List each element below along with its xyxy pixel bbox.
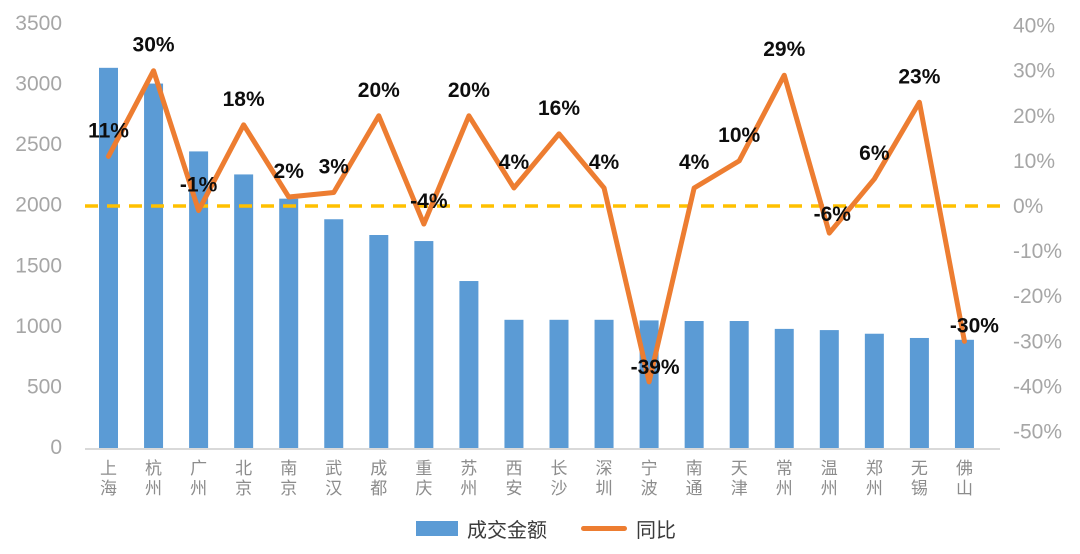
right-axis-tick: 20% [1013, 105, 1055, 128]
left-axis-tick: 1000 [15, 315, 62, 338]
right-axis-tick: -40% [1013, 375, 1062, 398]
x-axis-category-label: 无锡 [911, 459, 928, 498]
yoy-data-label: 4% [499, 151, 530, 174]
x-axis-category-label: 南通 [686, 459, 703, 498]
left-axis-tick: 3000 [15, 73, 62, 96]
x-axis-category-label: 广州 [190, 459, 207, 498]
yoy-data-label: 20% [358, 79, 400, 102]
bar-天津 [729, 321, 749, 448]
bar-武汉 [324, 219, 344, 448]
yoy-data-label: 18% [223, 88, 265, 111]
left-axis-tick: 1500 [15, 254, 62, 277]
right-axis-tick: -20% [1013, 285, 1062, 308]
left-axis-tick: 2000 [15, 194, 62, 217]
x-axis-category-label: 上海 [100, 459, 117, 498]
bar-常州 [774, 328, 794, 448]
bar-series-swatch-icon [416, 521, 458, 536]
bar-重庆 [414, 241, 434, 448]
yoy-data-label: -39% [631, 356, 680, 379]
combo-chart: 3500 3000 2500 2000 1500 1000 500 0 40% 30% 20% 10%… [15, 12, 1062, 498]
legend-item-bar-series: 成交金额 [416, 514, 547, 543]
legend-label-line-series: 同比 [636, 520, 676, 542]
yoy-data-label: -1% [180, 174, 218, 197]
bar-杭州 [144, 83, 164, 449]
left-axis-tick: 3500 [15, 12, 62, 35]
bar-成都 [369, 235, 389, 448]
legend-item-line-series: 同比 [581, 514, 676, 543]
yoy-data-label: 6% [859, 142, 890, 165]
yoy-data-label: 20% [448, 79, 490, 102]
bar-北京 [234, 174, 254, 448]
x-axis-category-label: 常州 [776, 459, 793, 498]
x-axis-category-label: 成都 [370, 459, 387, 498]
bar-深圳 [594, 319, 614, 448]
left-axis-tick: 500 [27, 375, 62, 398]
yoy-data-label: 23% [898, 65, 940, 88]
left-axis-tick: 0 [50, 436, 62, 459]
yoy-data-label: 10% [718, 124, 760, 147]
legend-label-bar-series: 成交金额 [467, 520, 547, 542]
bar-上海 [99, 67, 118, 448]
chart-legend: 成交金额 同比 [6, 514, 1080, 543]
bar-佛山 [954, 339, 974, 448]
bar-南京 [279, 198, 299, 448]
yoy-data-label: 16% [538, 97, 580, 120]
yoy-data-label: 2% [274, 160, 305, 183]
yoy-data-label: 4% [679, 151, 710, 174]
line-series-swatch-icon [581, 526, 627, 531]
yoy-line [106, 68, 967, 385]
left-axis-tick: 2500 [15, 133, 62, 156]
x-axis-category-label: 长沙 [551, 459, 568, 498]
x-axis-category-label: 苏州 [460, 459, 477, 498]
x-axis-category-label: 郑州 [866, 459, 883, 498]
bar-长沙 [549, 319, 569, 448]
yoy-data-label: 4% [589, 151, 620, 174]
x-axis-category-label: 南京 [280, 459, 297, 498]
yoy-data-label: -6% [814, 203, 852, 226]
x-axis-category-label: 温州 [821, 459, 838, 498]
x-axis-category-label: 深圳 [596, 459, 613, 498]
x-axis-category-label: 佛山 [956, 459, 973, 498]
x-axis-category-label: 宁波 [641, 459, 658, 498]
right-axis-tick: -50% [1013, 421, 1062, 444]
right-axis-tick: 0% [1013, 195, 1043, 218]
right-axis-tick: 40% [1013, 15, 1055, 38]
x-axis-category-label: 北京 [235, 459, 252, 498]
yoy-data-label: 30% [133, 34, 175, 57]
right-axis-tick: -30% [1013, 330, 1062, 353]
right-axis-tick: 30% [1013, 60, 1055, 83]
x-axis-category-label: 武汉 [325, 459, 342, 498]
bar-温州 [819, 330, 839, 448]
x-axis-category-label: 杭州 [145, 459, 162, 498]
bar-郑州 [864, 333, 884, 448]
bar-广州 [189, 151, 209, 448]
right-axis-tick: 10% [1013, 150, 1055, 173]
bar-西安 [504, 319, 524, 448]
x-axis-category-label: 西安 [505, 459, 522, 498]
bar-南通 [684, 321, 704, 448]
yoy-data-label: 11% [88, 119, 129, 142]
right-axis-tick: -10% [1013, 240, 1062, 263]
x-axis-category-label: 重庆 [415, 459, 432, 498]
yoy-data-label: 3% [319, 155, 350, 178]
yoy-data-label: -4% [410, 190, 448, 213]
bar-无锡 [909, 337, 929, 448]
x-axis-category-label: 天津 [731, 459, 748, 498]
yoy-data-label: 29% [763, 38, 805, 61]
yoy-data-label: -30% [950, 314, 999, 337]
bar-苏州 [459, 281, 479, 448]
